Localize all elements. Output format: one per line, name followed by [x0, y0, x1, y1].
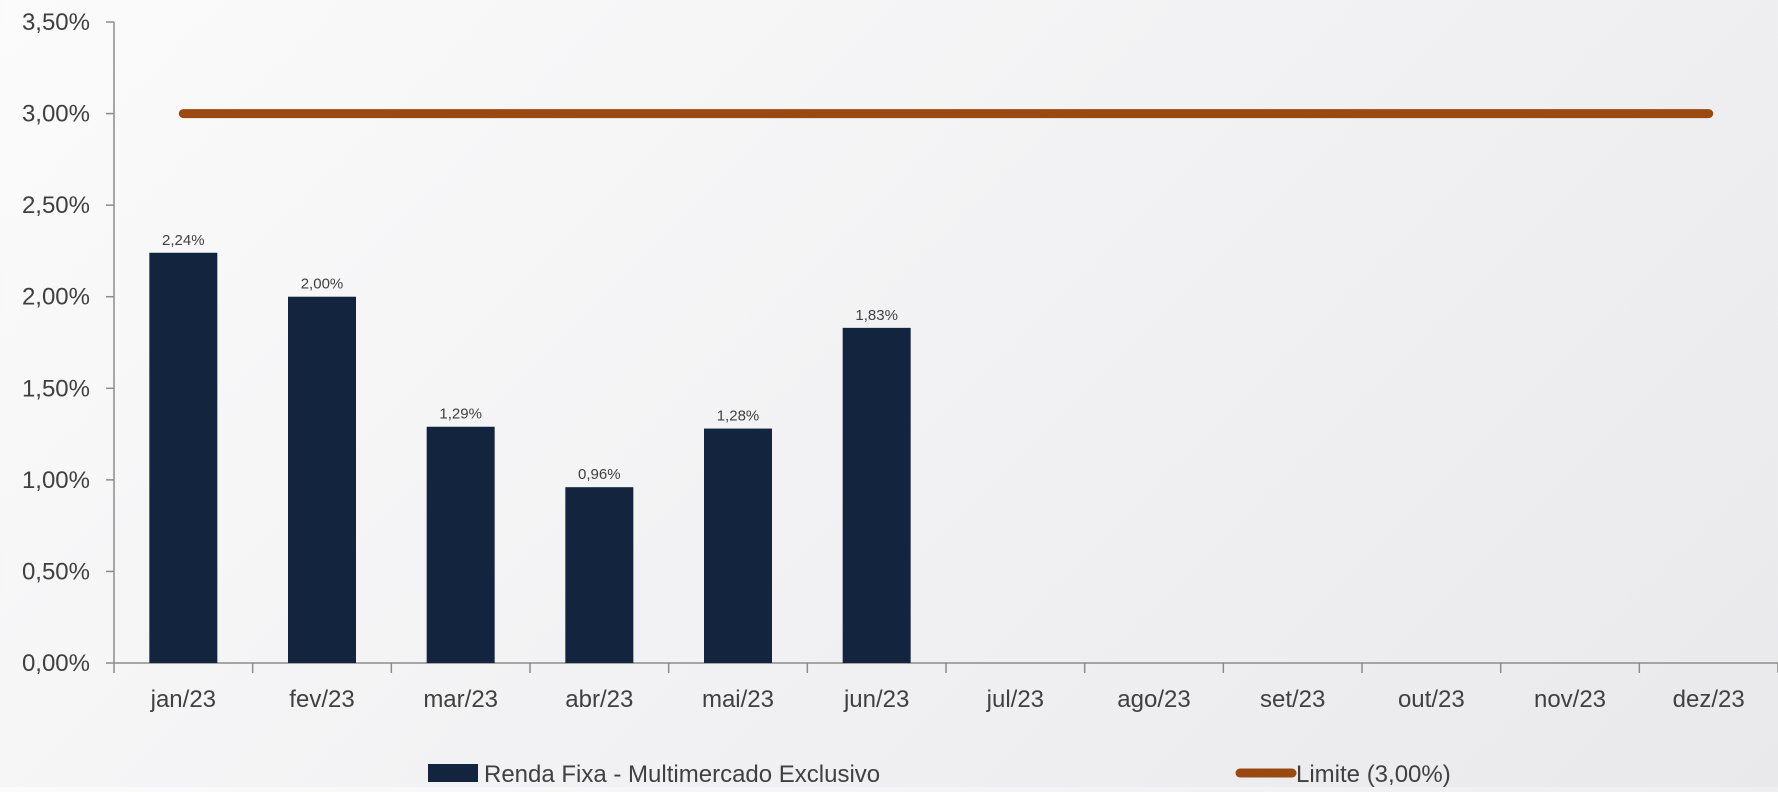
data-label: 0,96% — [578, 466, 621, 483]
x-tick-label: ago/23 — [1117, 686, 1190, 713]
bar — [842, 327, 911, 663]
x-tick-label: jul/23 — [986, 686, 1044, 713]
bar — [426, 426, 495, 663]
x-tick-label: jun/23 — [843, 686, 909, 713]
y-tick-label: 0,50% — [22, 558, 90, 585]
legend-label-bar: Renda Fixa - Multimercado Exclusivo — [484, 761, 880, 787]
axes: 0,00% 0,50% 1,00% 1,50% 2,00% 2,50% 3,00% 3,50%… — [22, 9, 1778, 713]
x-tick-label: mar/23 — [423, 686, 498, 713]
data-label: 2,00% — [301, 276, 344, 293]
labels: 2,24% 2,00% 1,29% 0,96% 1,28% 1,83% — [162, 232, 898, 483]
x-tick-label: jan/23 — [150, 686, 216, 713]
y-tick-label: 2,00% — [22, 284, 90, 311]
x-tick-label: mai/23 — [702, 686, 774, 713]
y-tick-label: 0,00% — [22, 650, 90, 677]
x-tick-label: nov/23 — [1534, 686, 1606, 713]
x-tick-label: set/23 — [1260, 686, 1325, 713]
bar — [565, 487, 634, 663]
data-label: 1,83% — [855, 307, 898, 324]
y-tick-label: 2,50% — [22, 192, 90, 219]
x-tick-label: out/23 — [1398, 686, 1465, 713]
bar — [149, 252, 218, 663]
legend-swatch-bar — [428, 764, 478, 782]
data-label: 1,29% — [439, 406, 482, 423]
data-label: 1,28% — [717, 408, 760, 425]
y-tick-label: 1,00% — [22, 467, 90, 494]
legend-label-line: Limite (3,00%) — [1296, 761, 1451, 787]
x-tick-label: dez/23 — [1673, 686, 1745, 713]
y-tick-label: 1,50% — [22, 375, 90, 402]
legend: Renda Fixa - Multimercado Exclusivo Limi… — [428, 761, 1451, 788]
y-tick-label: 3,00% — [22, 101, 90, 128]
bars — [149, 252, 911, 663]
data-label: 2,24% — [162, 232, 205, 249]
x-tick-label: fev/23 — [289, 686, 354, 713]
bar — [704, 428, 772, 663]
x-tick-label: abr/23 — [565, 686, 633, 713]
bar — [288, 296, 356, 663]
y-tick-label: 3,50% — [22, 9, 90, 36]
